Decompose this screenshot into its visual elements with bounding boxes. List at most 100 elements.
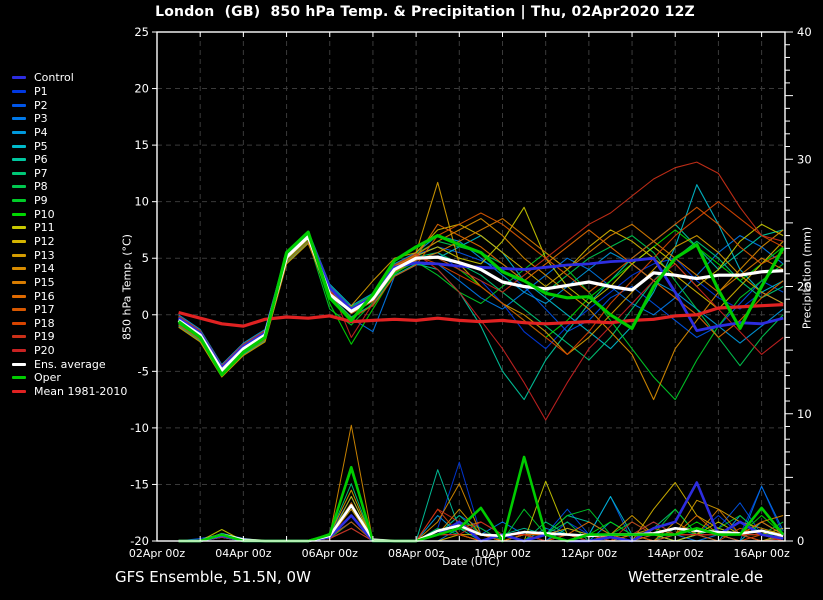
precip-tick-label: 30	[797, 152, 812, 166]
legend-color-chip	[12, 308, 26, 312]
legend-label: Control	[34, 71, 74, 85]
legend-label: P19	[34, 330, 55, 344]
legend-item-p19: P19	[12, 330, 127, 344]
legend-item-p3: P3	[12, 112, 127, 126]
legend-label: P2	[34, 98, 48, 112]
legend-color-chip	[12, 362, 26, 366]
date-tick-label: 10Apr 00z	[474, 547, 531, 560]
legend-item-p17: P17	[12, 303, 127, 317]
series-temp-line-p7	[178, 235, 784, 370]
legend-color-chip	[12, 280, 26, 284]
series-precip-line-p3	[178, 485, 784, 542]
precip-tick-label: 20	[797, 280, 812, 294]
chart-title: London (GB) 850 hPa Temp. & Precipitatio…	[155, 4, 695, 20]
legend-item-p1: P1	[12, 85, 127, 99]
legend-item-ens-average: Ens. average	[12, 357, 127, 371]
legend-item-p15: P15	[12, 276, 127, 290]
legend-color-chip	[12, 171, 26, 175]
legend-item-p8: P8	[12, 180, 127, 194]
legend-color-chip	[12, 376, 26, 380]
temp-tick-label: 0	[142, 308, 149, 322]
legend-color-chip	[12, 199, 26, 203]
legend-label: P7	[34, 166, 48, 180]
temp-tick-label: 15	[134, 138, 149, 152]
legend-color-chip	[12, 321, 26, 325]
temp-tick-label: 20	[134, 82, 149, 96]
temp-tick-label: -5	[138, 364, 149, 378]
legend-color-chip	[12, 240, 26, 243]
legend-item-control: Control	[12, 71, 127, 85]
legend-label: Mean 1981-2010	[34, 385, 128, 399]
temp-tick-label: 25	[134, 25, 149, 39]
x-axis-label: Date (UTC)	[442, 556, 500, 568]
precip-tick-label: 0	[797, 534, 804, 548]
legend-label: Ens. average	[34, 357, 106, 371]
legend-label: P4	[34, 125, 48, 139]
legend-item-p2: P2	[12, 98, 127, 112]
series-temp-line-p18	[178, 201, 784, 369]
plot-border	[156, 31, 786, 542]
legend-item-p11: P11	[12, 221, 127, 235]
legend-label: P12	[34, 235, 55, 248]
temp-tick-label: 5	[142, 251, 149, 265]
legend-label: P5	[34, 139, 48, 153]
legend-label: P17	[34, 303, 55, 317]
legend-color-chip	[12, 212, 26, 216]
legend-label: P1	[34, 84, 48, 98]
date-tick-label: 06Apr 00z	[302, 547, 359, 560]
model-info-text: GFS Ensemble, 51.5N, 0W	[115, 568, 311, 586]
series-temp-line-p17	[178, 206, 784, 376]
legend-item-p7: P7	[12, 166, 127, 180]
legend-label: Oper	[34, 371, 61, 385]
series-temp-line-mean-1981-2010	[178, 303, 784, 328]
legend-color-chip	[12, 103, 26, 107]
legend-color-chip	[12, 185, 26, 189]
legend-color-chip	[12, 349, 26, 353]
series-temp-line-oper	[177, 230, 785, 377]
legend-item-p16: P16	[12, 289, 127, 303]
legend-color-chip	[12, 390, 26, 394]
legend-color-chip	[12, 253, 26, 257]
legend-item-p12: P12	[12, 235, 127, 249]
legend-label: P8	[34, 180, 48, 194]
legend-item-p13: P13	[12, 248, 127, 262]
precip-tick-label: 40	[797, 25, 812, 39]
temp-tick-label: -20	[130, 534, 149, 548]
legend-label: P3	[34, 112, 48, 126]
legend-color-chip	[12, 226, 26, 230]
legend-label: P10	[34, 207, 55, 221]
date-tick-label: 14Apr 00z	[647, 547, 704, 560]
date-tick-label: 12Apr 00z	[561, 547, 618, 560]
legend-item-p14: P14	[12, 262, 127, 276]
date-tick-label: 08Apr 00z	[388, 547, 445, 560]
legend-label: P16	[34, 289, 55, 303]
legend-label: P14	[34, 262, 55, 276]
temp-tick-label: -15	[130, 477, 149, 491]
series-temp-line-p11	[178, 206, 784, 369]
date-tick-label: 04Apr 00z	[215, 547, 272, 560]
precip-tick-label: 10	[797, 407, 812, 421]
date-tick-label: 02Apr 00z	[129, 547, 186, 560]
legend-label: P9	[34, 194, 48, 208]
legend-label: P11	[34, 221, 55, 235]
legend-item-p5: P5	[12, 139, 127, 153]
legend-color-chip	[12, 158, 26, 162]
legend-item-p4: P4	[12, 126, 127, 140]
legend-item-p6: P6	[12, 153, 127, 167]
series-precip-line-p14	[178, 424, 784, 542]
date-tick-label: 16Apr 00z	[733, 547, 790, 560]
legend-item-p10: P10	[12, 207, 127, 221]
legend-item-mean-1981-2010: Mean 1981-2010	[12, 385, 127, 399]
legend-item-p20: P20	[12, 344, 127, 358]
legend-color-chip	[12, 130, 26, 134]
legend-label: P6	[34, 153, 48, 167]
legend-item-p18: P18	[12, 317, 127, 331]
site-credit-text: Wetterzentrale.de	[628, 568, 764, 586]
legend-label: P20	[34, 344, 55, 358]
legend-item-oper: Oper	[12, 371, 127, 385]
legend-color-chip	[12, 76, 26, 80]
legend-color-chip	[12, 144, 26, 148]
legend-label: P15	[34, 275, 55, 289]
legend-label: P13	[34, 248, 55, 262]
legend-color-chip	[12, 294, 26, 298]
